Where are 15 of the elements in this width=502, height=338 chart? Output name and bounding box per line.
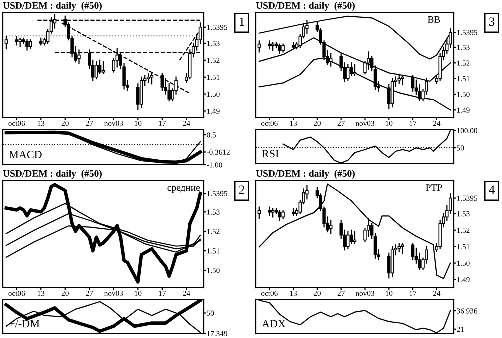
- annotation: средние: [168, 186, 200, 194]
- text: 2: [239, 186, 244, 194]
- chart-title: USD/DEM : daily (#50): [256, 2, 355, 11]
- chart-title: USD/DEM : daily (#50): [3, 2, 102, 11]
- annotation: +/-DM: [10, 320, 40, 328]
- annotation: PTP: [426, 184, 442, 191]
- text: 4: [489, 186, 495, 194]
- chart-title: USD/DEM : daily (#50): [256, 170, 355, 179]
- text: 3: [489, 18, 495, 26]
- annotation: RSI: [262, 150, 279, 158]
- text: 1: [240, 18, 244, 26]
- annotation: BB: [428, 16, 440, 23]
- chart-title: USD/DEM : daily (#50): [3, 170, 102, 179]
- annotation: MACD: [9, 151, 42, 159]
- annotation: ADX: [262, 320, 286, 328]
